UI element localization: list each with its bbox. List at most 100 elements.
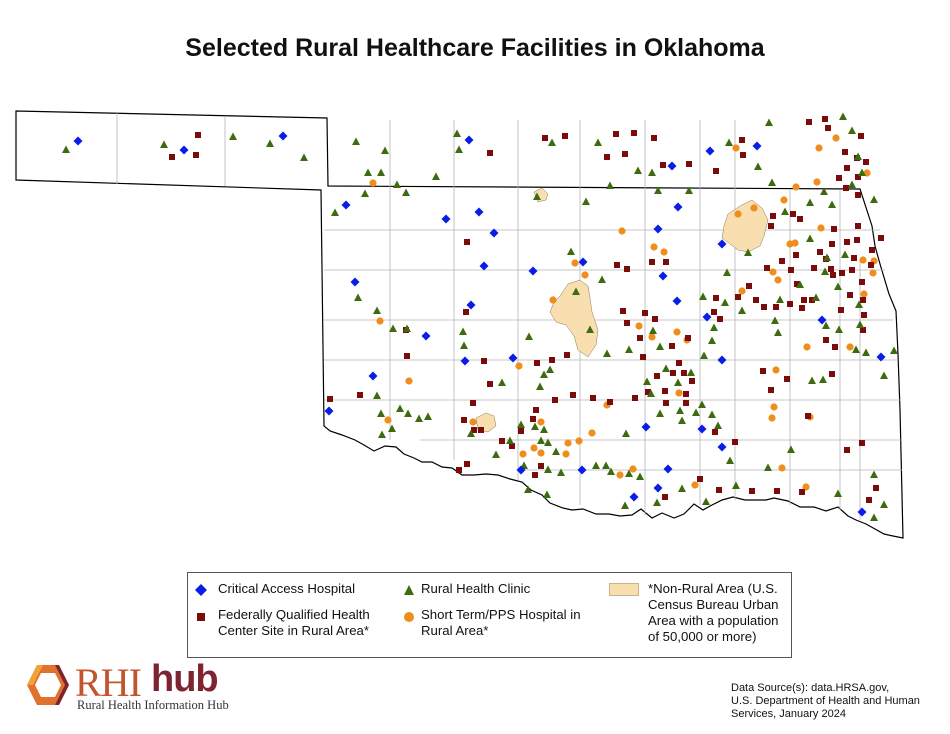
logo-hub-text: hub: [151, 658, 219, 700]
rural-health-clinic-marker: [726, 456, 734, 464]
source-line1: Data Source(s): data.HRSA.gov,: [731, 682, 890, 694]
rural-health-clinic-marker: [685, 186, 693, 194]
non-rural-areas: [475, 187, 769, 433]
legend-non-rural-area: *Non-Rural Area (U.S. Census Bureau Urba…: [648, 581, 779, 645]
critical-access-hospital-marker: [474, 207, 484, 217]
critical-access-hospital-marker: [73, 136, 83, 146]
oklahoma-city-urban-area: [549, 279, 599, 358]
critical-access-hospital-marker: [641, 422, 651, 432]
critical-access-hospital-marker: [578, 257, 588, 267]
rural-health-clinic-marker: [404, 409, 412, 417]
critical-access-hospital-marker: [460, 356, 470, 366]
fqhc-site-marker: [749, 488, 755, 494]
short-term-hospital-marker: [519, 450, 527, 458]
fqhc-site-marker: [760, 368, 766, 374]
short-term-hospital-marker: [786, 240, 794, 248]
rural-health-clinic-marker: [361, 189, 369, 197]
fqhc-site-marker: [739, 137, 745, 143]
fqhc-square-icon: [197, 613, 205, 621]
rural-health-clinic-marker: [812, 293, 820, 301]
fqhc-site-marker: [806, 119, 812, 125]
rural-health-clinic-marker: [536, 382, 544, 390]
fqhc-site-marker: [797, 216, 803, 222]
fqhc-site-marker: [654, 373, 660, 379]
rural-health-clinic-marker: [402, 188, 410, 196]
critical-access-hospital-marker: [489, 228, 499, 238]
fqhc-site-marker: [829, 241, 835, 247]
rural-health-clinic-marker: [432, 172, 440, 180]
fqhc-site-marker: [169, 154, 175, 160]
short-term-hospital-marker: [780, 196, 788, 204]
rural-health-clinic-marker: [352, 137, 360, 145]
rural-health-clinic-marker: [403, 324, 411, 332]
legend-fqhc-line1: Federally Qualified Health: [218, 607, 370, 622]
rural-health-clinic-marker: [643, 377, 651, 385]
fqhc-site-marker: [487, 381, 493, 387]
fqhc-site-marker: [839, 270, 845, 276]
fqhc-site-marker: [461, 417, 467, 423]
fqhc-site-marker: [740, 152, 746, 158]
fqhc-site-marker: [858, 133, 864, 139]
fqhc-site-marker: [787, 301, 793, 307]
fqhc-site-marker: [463, 309, 469, 315]
legend-rural-health-clinic: Rural Health Clinic: [421, 581, 531, 596]
rural-health-clinic-marker: [373, 306, 381, 314]
fqhc-site-marker: [801, 297, 807, 303]
fqhc-site-marker: [855, 223, 861, 229]
fqhc-site-marker: [549, 357, 555, 363]
rural-health-clinic-marker: [625, 469, 633, 477]
fqhc-site-marker: [470, 400, 476, 406]
short-term-hospital-marker: [691, 481, 699, 489]
rural-health-clinic-marker: [266, 139, 274, 147]
fqhc-site-marker: [499, 438, 505, 444]
rural-health-clinic-marker: [377, 409, 385, 417]
rural-health-clinic-marker: [546, 365, 554, 373]
rural-health-clinic-marker: [621, 501, 629, 509]
short-term-hospital-marker: [860, 290, 868, 298]
legend-short-term-line2: Rural Area*: [421, 623, 489, 638]
critical-access-hospital-marker: [350, 277, 360, 287]
fqhc-site-marker: [873, 485, 879, 491]
fqhc-site-marker: [686, 161, 692, 167]
fqhc-site-marker: [746, 283, 752, 289]
rural-health-clinic-marker: [856, 320, 864, 328]
critical-access-hospital-marker: [705, 146, 715, 156]
fqhc-site-marker: [651, 135, 657, 141]
rural-health-clinic-marker: [656, 342, 664, 350]
legend-non-rural-line2: Census Bureau Urban: [648, 597, 779, 612]
critical-access-hospital-marker: [278, 131, 288, 141]
tulsa-urban-area: [721, 199, 769, 253]
rural-health-clinic-marker: [506, 436, 514, 444]
fqhc-site-marker: [509, 443, 515, 449]
rural-health-clinic-marker: [648, 168, 656, 176]
rural-health-clinic-marker: [625, 345, 633, 353]
fqhc-site-marker: [464, 461, 470, 467]
legend-fqhc-line2: Center Site in Rural Area*: [218, 623, 369, 638]
fqhc-site-marker: [716, 487, 722, 493]
fqhc-site-marker: [844, 447, 850, 453]
fqhc-site-marker: [761, 304, 767, 310]
rural-health-clinic-marker: [662, 364, 670, 372]
rural-health-clinic-marker: [602, 461, 610, 469]
critical-access-hospital-marker: [697, 424, 707, 434]
short-term-hospital-marker: [618, 227, 626, 235]
fqhc-site-marker: [823, 337, 829, 343]
legend-critical-access-hospital: Critical Access Hospital: [218, 581, 356, 596]
short-term-hospital-marker: [384, 416, 392, 424]
rural-health-clinic-marker: [548, 138, 556, 146]
rural-health-clinic-marker: [557, 468, 565, 476]
rural-health-clinic-marker: [533, 192, 541, 200]
fqhc-site-marker: [811, 265, 817, 271]
short-term-hospital-marker: [817, 224, 825, 232]
short-term-hospital-marker: [562, 450, 570, 458]
short-term-hospital-marker: [515, 362, 523, 370]
critical-access-hospital-marker: [663, 464, 673, 474]
fqhc-site-marker: [831, 226, 837, 232]
fqhc-site-marker: [637, 335, 643, 341]
critical-access-hospital-marker: [479, 261, 489, 271]
rural-health-clinic-marker: [834, 282, 842, 290]
short-term-hospital-marker: [769, 268, 777, 276]
legend-non-rural-line3: Area with a population: [648, 613, 779, 628]
rural-health-clinic-marker: [774, 328, 782, 336]
fqhc-site-marker: [764, 265, 770, 271]
